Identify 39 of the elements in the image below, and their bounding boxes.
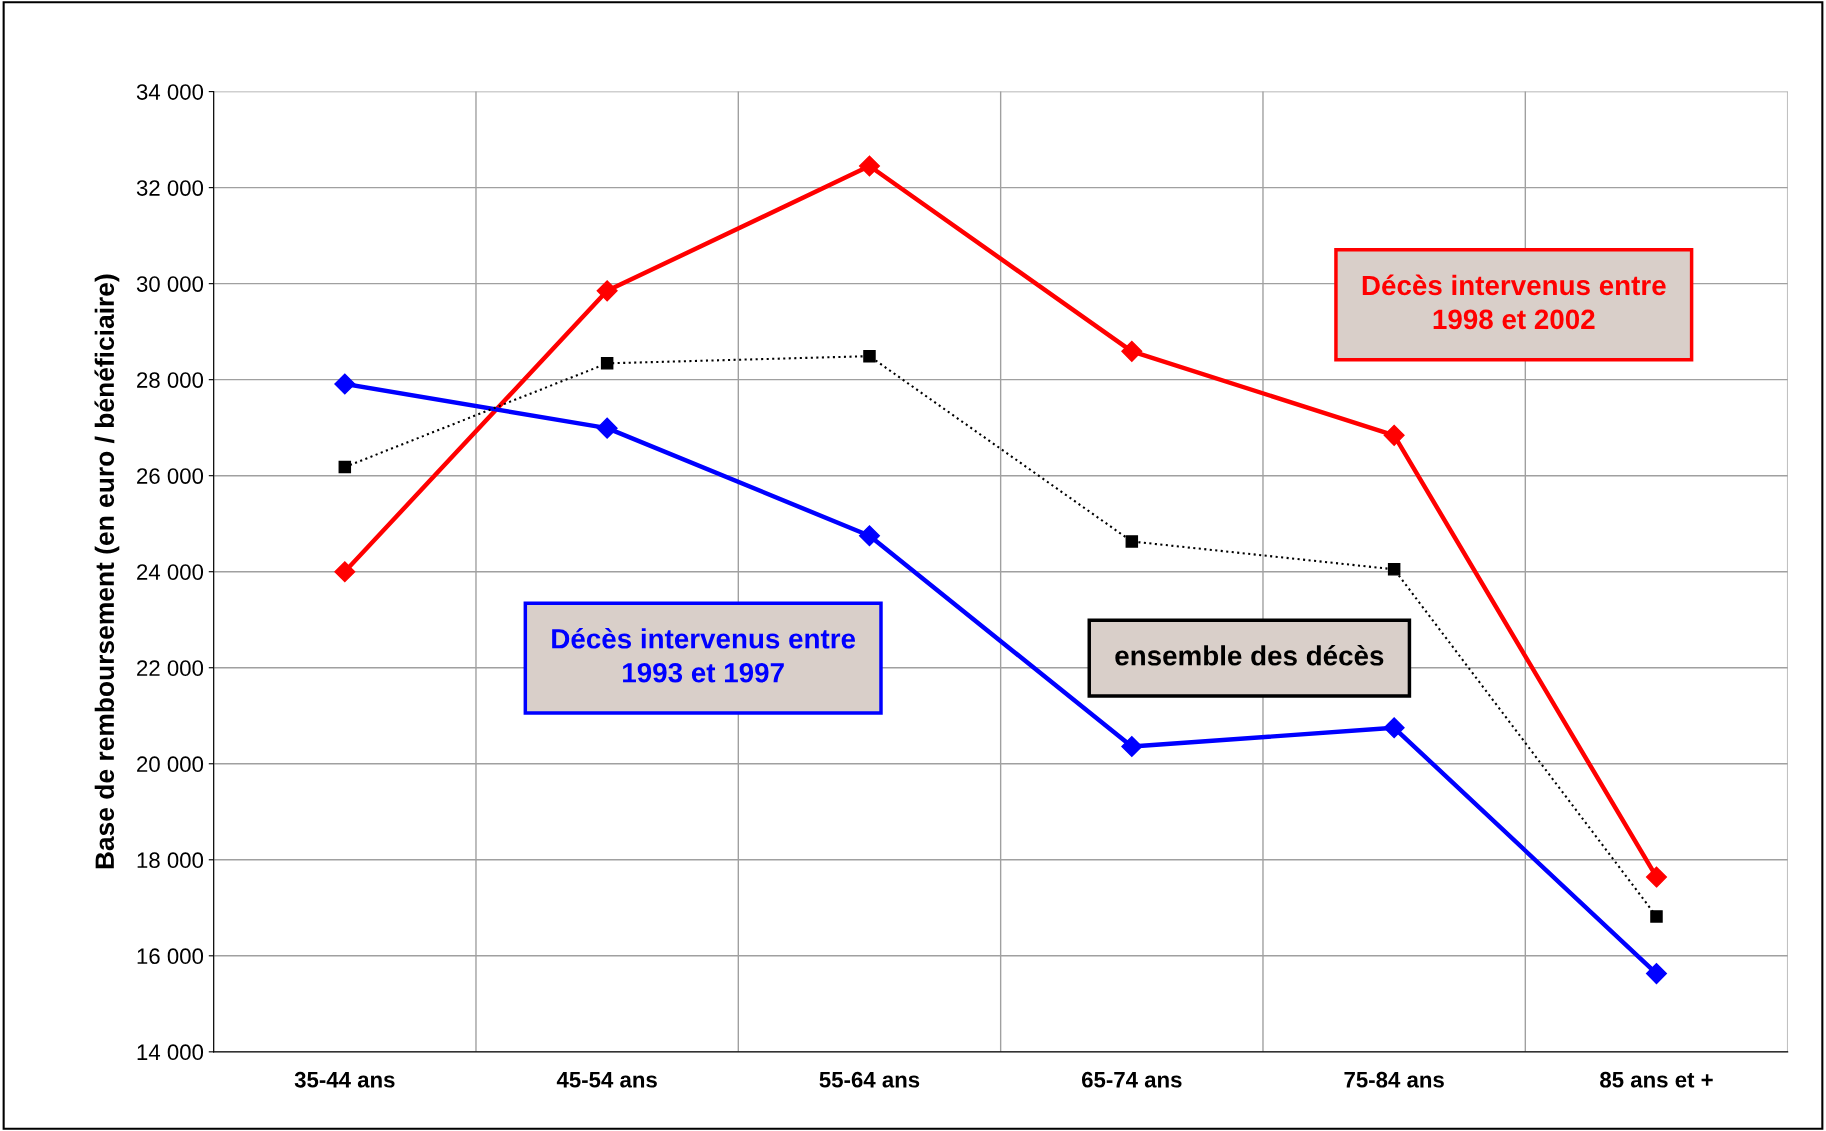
point: [596, 280, 618, 302]
y-tick-label: 32 000: [136, 180, 204, 196]
y-tick-label: 18 000: [137, 852, 204, 869]
x-tick-label: 65-74 ans: [1081, 1071, 1182, 1088]
y-tick-label: 34 000: [136, 84, 204, 100]
y-tick-label: 22 000: [137, 660, 204, 677]
point: [1121, 735, 1143, 757]
point: [596, 417, 618, 439]
y-tick-label: 26 000: [137, 468, 204, 484]
point: [334, 561, 356, 583]
x-tick-label: 45-54 ans: [556, 1072, 657, 1088]
y-tick-label: 16 000: [137, 948, 204, 965]
x-tick-label: 55-64 ans: [819, 1071, 920, 1088]
point: [1383, 424, 1405, 446]
point: [1645, 866, 1668, 888]
y-tick-label: 20 000: [137, 756, 204, 773]
point: [600, 357, 614, 370]
point: [1387, 563, 1401, 576]
x-tick-label: 35-44 ans: [294, 1071, 395, 1088]
series-label: ensemble des décès: [1115, 644, 1384, 666]
point: [863, 349, 876, 363]
point: [858, 525, 880, 547]
y-tick-label: 24 000: [137, 564, 204, 580]
point: [1121, 340, 1143, 362]
point: [1645, 963, 1668, 985]
point: [1650, 910, 1663, 923]
point: [334, 373, 356, 395]
point: [1383, 717, 1405, 739]
y-tick-label: 14 000: [137, 1044, 204, 1061]
point: [858, 155, 880, 177]
y-tick-label: 28 000: [137, 372, 204, 388]
y-axis-title: Base de remboursement (en euro / bénéficiaire): [94, 274, 120, 869]
point: [338, 460, 352, 474]
x-tick-label: 75-84 ans: [1344, 1071, 1444, 1088]
text: Décès intervenus entre 1993 et 1997: [552, 627, 856, 683]
text: Décès intervenus entre 1998 et 2002: [1362, 274, 1666, 330]
y-tick-label: 30 000: [136, 276, 204, 292]
point: [1125, 535, 1139, 548]
x-tick-label: 85 ans et +: [1600, 1071, 1713, 1088]
